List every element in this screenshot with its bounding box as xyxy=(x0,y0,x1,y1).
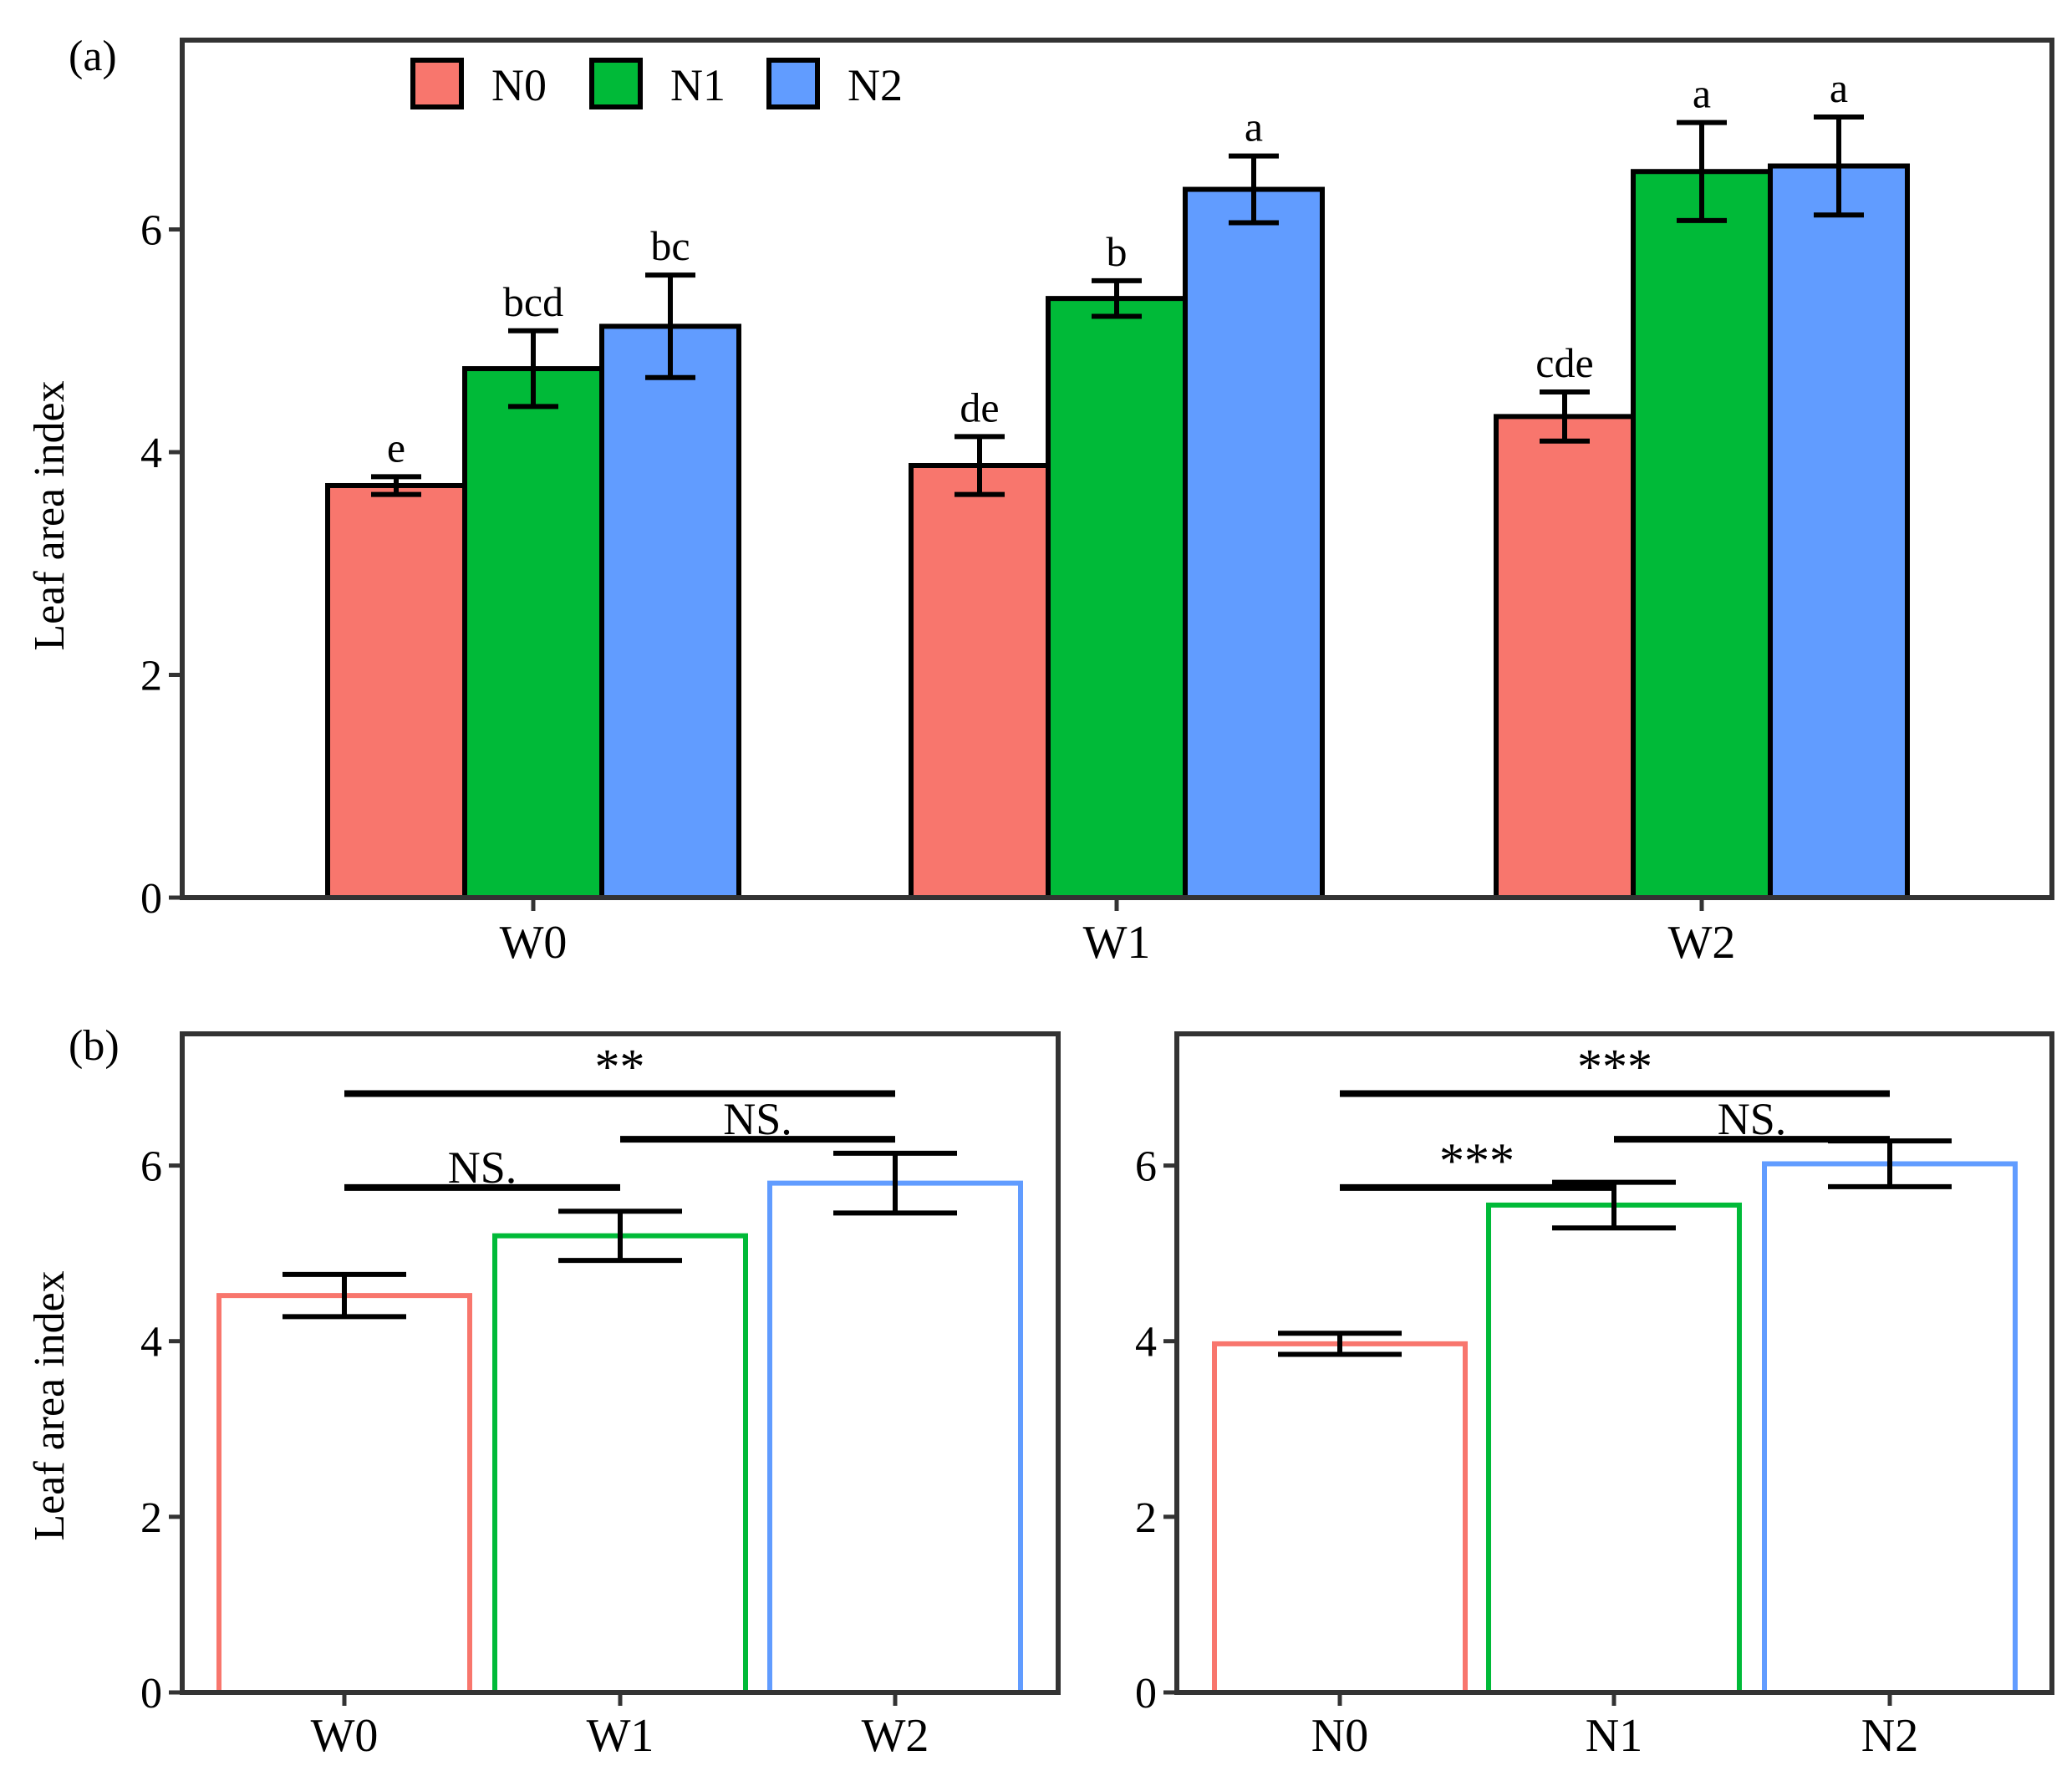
bar-w2-n0 xyxy=(1494,414,1636,900)
panel-b-bar-w1 xyxy=(492,1233,748,1692)
panel-b-error-bars xyxy=(283,1150,957,1320)
panel-c-comparison-label: NS. xyxy=(1718,1094,1787,1144)
panel-b-significance: NS. NS. ** xyxy=(344,1039,895,1193)
significance-letter: cde xyxy=(1535,339,1593,386)
panel-b: (b) Leaf area index 0 2 4 6 NS. NS. ** W0 W1 W2 xyxy=(26,1022,1061,1762)
panel-a-ylabel: Leaf area index xyxy=(26,380,74,650)
panel-c-bar-n1 xyxy=(1486,1202,1742,1692)
panel-a-x-tick-labels: W0 W1 W2 xyxy=(500,898,1736,969)
legend-label-n2: N2 xyxy=(848,60,903,110)
panel-c-bar-n2 xyxy=(1762,1161,2018,1692)
panel-c: 0 2 4 6 *** NS. *** N0 N1 N2 xyxy=(1135,1031,2054,1762)
panel-b-frame xyxy=(180,1031,1061,1695)
bar-w1-n0 xyxy=(909,463,1051,900)
panel-b-comparison-label: NS. xyxy=(723,1094,792,1144)
panel-a-label: (a) xyxy=(69,33,117,80)
bar-w0-n0 xyxy=(325,482,467,900)
panel-b-y-tick-label: 0 xyxy=(140,1670,162,1717)
significance-letter: a xyxy=(1245,104,1263,150)
panel-c-x-tick-labels: N0 N1 N2 xyxy=(1311,1692,1918,1762)
panel-c-y-ticks: 0 2 4 6 xyxy=(1135,1143,1177,1717)
panel-c-x-tick-label: N2 xyxy=(1861,1710,1918,1762)
panel-c-y-tick-label: 2 xyxy=(1135,1494,1157,1542)
panel-c-y-tick-label: 6 xyxy=(1135,1143,1157,1191)
bar-w2-n2 xyxy=(1768,163,1910,900)
significance-letter: a xyxy=(1693,70,1711,117)
panel-a-x-tick-label: W2 xyxy=(1668,917,1736,969)
panel-c-x-tick-label: N1 xyxy=(1586,1710,1642,1762)
panel-b-y-tick-label: 4 xyxy=(140,1319,162,1366)
bar-w2-n1 xyxy=(1631,169,1773,901)
panel-b-y-tick-label: 6 xyxy=(140,1143,162,1191)
panel-c-bars xyxy=(1212,1161,2018,1692)
significance-letter: bc xyxy=(650,222,690,269)
legend-label-n1: N1 xyxy=(670,60,725,110)
panel-a-x-tick-label: W1 xyxy=(1083,917,1151,969)
bar-w0-n2 xyxy=(599,323,741,900)
panel-c-error-bars xyxy=(1278,1138,1952,1357)
legend-swatch-n2 xyxy=(766,58,820,109)
panel-b-ylabel: Leaf area index xyxy=(26,1270,74,1540)
legend-swatch-n1 xyxy=(589,58,643,109)
panel-a-y-tick-label: 2 xyxy=(140,653,162,700)
legend: N0 N1 N2 xyxy=(410,58,903,110)
panel-c-significance: *** NS. *** xyxy=(1340,1039,1890,1191)
legend-label-n0: N0 xyxy=(491,60,547,110)
panel-a-y-ticks: 0 2 4 6 xyxy=(140,207,182,923)
panel-c-bar-n0 xyxy=(1212,1341,1468,1692)
bar-w0-n1 xyxy=(462,366,604,900)
panel-a-y-tick-label: 0 xyxy=(140,875,162,923)
significance-letter: e xyxy=(387,424,405,471)
panel-a-error-bars xyxy=(371,114,1864,497)
panel-b-comparison-label: NS. xyxy=(448,1142,517,1193)
bar-w1-n1 xyxy=(1046,296,1188,901)
significance-letter: a xyxy=(1830,64,1848,111)
panel-a-y-tick-label: 6 xyxy=(140,207,162,255)
bar-w1-n2 xyxy=(1183,186,1325,900)
panel-c-frame xyxy=(1174,1031,2054,1695)
panel-b-y-tick-label: 2 xyxy=(140,1494,162,1542)
significance-letter: de xyxy=(960,384,999,430)
panel-a: (a) Leaf area index 0 2 4 6 e bcd bc de b a cde a a… xyxy=(26,33,2054,969)
panel-a-significance-letters: e bcd bc de b a cde a a xyxy=(387,64,1848,471)
panel-c-y-tick-label: 4 xyxy=(1135,1319,1157,1366)
panel-a-bars xyxy=(325,163,1910,901)
significance-letter: b xyxy=(1107,228,1128,275)
panel-b-bar-w2 xyxy=(767,1180,1023,1692)
panel-b-label: (b) xyxy=(69,1022,120,1070)
panel-a-y-tick-label: 4 xyxy=(140,430,162,477)
panel-b-y-ticks: 0 2 4 6 xyxy=(140,1143,182,1717)
panel-a-frame xyxy=(180,38,2054,900)
panel-b-bar-w0 xyxy=(216,1293,472,1692)
significance-letter: bcd xyxy=(503,278,563,325)
panel-b-x-tick-labels: W0 W1 W2 xyxy=(311,1692,929,1762)
panel-b-x-tick-label: W0 xyxy=(311,1710,379,1762)
panel-c-comparison-label: *** xyxy=(1577,1039,1652,1094)
legend-swatch-n0 xyxy=(410,58,464,109)
panel-c-y-tick-label: 0 xyxy=(1135,1670,1157,1717)
panel-a-x-tick-label: W0 xyxy=(500,917,568,969)
panel-b-x-tick-label: W1 xyxy=(587,1710,654,1762)
panel-c-x-tick-label: N0 xyxy=(1311,1710,1368,1762)
panel-b-x-tick-label: W2 xyxy=(862,1710,929,1762)
panel-c-comparison-label: *** xyxy=(1439,1133,1515,1188)
panel-b-comparison-label: ** xyxy=(595,1039,645,1094)
